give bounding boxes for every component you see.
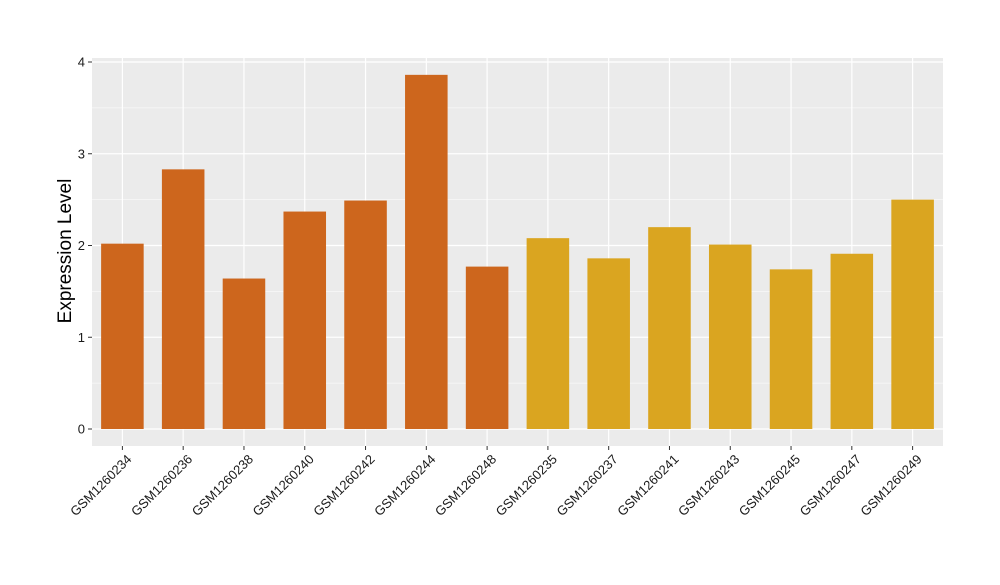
plot-panel [92,58,943,446]
bar-GSM1260244 [405,74,448,429]
bars-layer [101,74,934,429]
x-tick-label: GSM1260237 [553,452,620,519]
x-tick-label: GSM1260235 [493,452,560,519]
bar-GSM1260245 [769,269,813,429]
bar-GSM1260243 [708,244,752,429]
bar-GSM1260238 [222,278,266,429]
x-tick-label: GSM1260236 [128,452,195,519]
bar-GSM1260247 [830,253,874,429]
y-tick-label: 3 [78,146,85,161]
y-tick-label: 1 [78,330,85,345]
bar-GSM1260237 [587,258,630,429]
bar-GSM1260249 [891,199,934,429]
y-axis-title: Expression Level [55,179,76,324]
bar-GSM1260248 [465,266,509,429]
bar-GSM1260240 [283,211,327,429]
x-tick-label: GSM1260238 [189,452,256,519]
y-tick-label: 4 [78,55,85,70]
x-tick-label: GSM1260244 [371,452,438,519]
x-tick-label: GSM1260240 [250,452,317,519]
x-tick-label: GSM1260243 [675,452,742,519]
y-axis: 0 1 2 3 4 [78,55,92,437]
bar-GSM1260236 [161,169,205,429]
x-tick-label: GSM1260242 [310,452,377,519]
bar-GSM1260241 [648,227,691,429]
x-tick-label: GSM1260247 [797,452,864,519]
x-tick-label: GSM1260249 [857,452,924,519]
x-tick-label: GSM1260248 [432,452,499,519]
x-tick-label: GSM1260245 [736,452,803,519]
bar-GSM1260242 [344,200,387,429]
x-axis: GSM1260234GSM1260236GSM1260238GSM1260240… [67,446,925,519]
bar-GSM1260234 [101,243,144,429]
y-tick-label: 0 [78,422,85,437]
x-tick-label: GSM1260241 [614,452,681,519]
x-tick-label: GSM1260234 [67,452,134,519]
bar-GSM1260235 [526,238,570,429]
y-tick-label: 2 [78,238,85,253]
